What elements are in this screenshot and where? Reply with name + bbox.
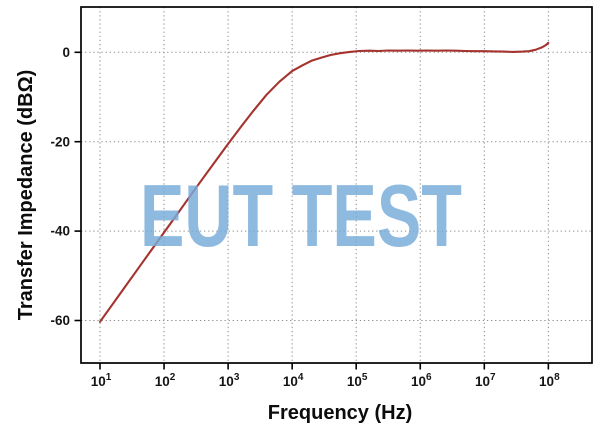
x-tick-label: 107 <box>475 372 496 389</box>
x-tick-label: 102 <box>155 372 176 389</box>
x-tick-label: 103 <box>219 372 240 389</box>
x-tick-label: 108 <box>539 372 560 389</box>
y-tick-label: 0 <box>62 45 70 60</box>
gridlines <box>81 7 592 363</box>
x-tick-label: 101 <box>91 372 112 389</box>
x-tick-label: 105 <box>347 372 368 389</box>
x-axis-label: Frequency (Hz) <box>268 402 412 424</box>
y-tick-labels: 0 -20 -40 -60 <box>50 45 70 328</box>
x-tick-label: 106 <box>411 372 432 389</box>
transfer-impedance-curve <box>98 41 550 323</box>
x-tick-labels: 101 102 103 104 105 106 107 108 <box>91 372 560 389</box>
y-tick-label: -40 <box>50 224 70 239</box>
plot-border <box>80 6 593 364</box>
tick-marks <box>74 51 550 370</box>
x-tick-label: 104 <box>283 372 304 389</box>
y-axis-label: Transfer Impedance (dBΩ) <box>15 70 37 321</box>
y-tick-label: -60 <box>50 313 70 328</box>
watermark-text: EUT TEST <box>140 166 462 265</box>
y-tick-label: -20 <box>50 134 70 149</box>
